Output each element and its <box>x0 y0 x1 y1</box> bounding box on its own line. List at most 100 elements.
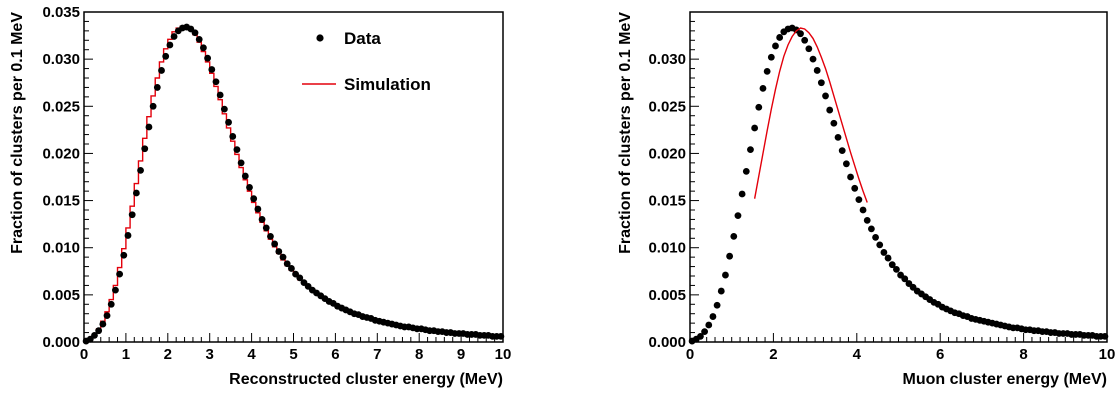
chart-reconstructed-energy: 0 1 2 3 4 5 6 7 8 9 10 0.000 0.005 0.010 0.015 0.020 0.0… <box>9 4 511 388</box>
data-point <box>859 206 867 214</box>
data-point <box>742 167 750 175</box>
data-point <box>246 183 253 191</box>
legend-label-simulation: Simulation <box>344 75 431 94</box>
data-point <box>288 265 295 272</box>
data-point <box>254 205 262 213</box>
y-tick-label: 0.015 <box>648 193 686 210</box>
data-point <box>751 124 759 132</box>
chart-muon-energy: 0 2 4 6 8 10 0.000 0.005 0.010 0.015 0.020 0.025 0.0… <box>617 11 1116 388</box>
x-tick-label: 10 <box>1099 346 1116 363</box>
data-point <box>822 92 829 100</box>
x-tick-label: 7 <box>373 346 381 363</box>
data-point <box>296 274 304 282</box>
data-point <box>283 260 291 268</box>
data-point <box>128 211 136 219</box>
data-point <box>893 266 900 273</box>
data-point <box>838 147 846 155</box>
data-point <box>116 270 124 278</box>
data-point <box>153 84 161 91</box>
data-point <box>888 261 896 269</box>
y-tick-label: 0.000 <box>648 334 686 351</box>
data-point <box>158 67 165 74</box>
x-tick-label: 10 <box>495 346 512 363</box>
y-tick-label: 0.005 <box>648 287 686 304</box>
data-point <box>149 102 157 110</box>
data-point <box>726 252 734 260</box>
data-point <box>776 34 784 41</box>
data-point <box>797 30 804 38</box>
y-tick-label: 0.035 <box>42 4 80 21</box>
data-point <box>730 233 738 240</box>
data-series <box>688 24 1109 345</box>
data-point <box>145 123 153 131</box>
data-point <box>830 119 838 127</box>
legend: Data Simulation <box>302 29 431 94</box>
data-point <box>497 332 505 340</box>
data-point <box>137 167 144 174</box>
data-point <box>258 216 266 223</box>
data-point <box>734 212 742 220</box>
data-point <box>809 55 817 63</box>
axis-ticks: 0 1 2 3 4 5 6 7 8 9 10 0.000 0.005 0.010 0.015 0.020 0.0… <box>42 4 511 363</box>
y-axis-title: Fraction of clusters per 0.1 MeV <box>9 12 26 254</box>
data-point <box>705 321 713 329</box>
plot-frame <box>689 11 1108 343</box>
data-point <box>826 106 834 114</box>
data-point <box>738 190 746 198</box>
x-tick-label: 0 <box>686 346 694 363</box>
data-point <box>801 36 809 44</box>
y-tick-label: 0.020 <box>42 145 80 162</box>
y-tick-label: 0.025 <box>42 98 80 115</box>
plot-frame <box>83 11 504 343</box>
data-point <box>191 29 199 37</box>
simulation-line <box>753 27 868 203</box>
y-tick-label: 0.000 <box>42 334 80 351</box>
axis-ticks: 0 2 4 6 8 10 0.000 0.005 0.010 0.015 0.020 0.025 0.0… <box>648 11 1116 363</box>
data-point <box>124 232 132 239</box>
data-point <box>709 313 717 320</box>
data-point <box>763 68 771 75</box>
data-point <box>99 320 107 328</box>
data-point <box>250 195 258 203</box>
data-point <box>1101 332 1109 340</box>
data-point <box>120 251 128 259</box>
data-point <box>759 84 767 92</box>
data-point <box>717 287 725 295</box>
data-point <box>876 241 884 249</box>
data-point <box>103 312 111 319</box>
x-tick-label: 2 <box>164 346 172 363</box>
data-point <box>107 300 115 308</box>
data-point <box>713 301 721 309</box>
data-point <box>162 52 170 60</box>
y-tick-label: 0.030 <box>42 51 80 68</box>
y-tick-label: 0.010 <box>648 240 686 257</box>
data-point <box>847 173 854 181</box>
x-tick-label: 5 <box>289 346 297 363</box>
data-point <box>880 249 888 256</box>
data-point <box>701 328 708 336</box>
data-point <box>817 79 825 87</box>
data-point <box>901 275 909 283</box>
x-tick-label: 2 <box>769 346 777 363</box>
data-point <box>755 103 763 111</box>
simulation-series <box>753 27 868 203</box>
data-point <box>170 33 178 40</box>
data-point <box>834 134 842 141</box>
x-tick-label: 1 <box>122 346 130 363</box>
data-point <box>212 78 220 86</box>
simulation-series <box>84 25 503 342</box>
y-tick-label: 0.025 <box>648 98 686 115</box>
x-axis-title: Reconstructed cluster energy (MeV) <box>229 371 503 388</box>
x-tick-label: 0 <box>80 346 88 363</box>
data-point <box>271 240 279 248</box>
data-point <box>132 189 140 197</box>
data-point <box>275 248 283 255</box>
x-tick-label: 6 <box>331 346 339 363</box>
data-point <box>216 91 224 99</box>
data-point <box>204 54 212 62</box>
data-point <box>851 184 859 192</box>
x-tick-label: 4 <box>247 346 256 363</box>
y-tick-label: 0.015 <box>42 193 80 210</box>
x-tick-label: 3 <box>206 346 214 363</box>
data-point <box>722 271 729 279</box>
